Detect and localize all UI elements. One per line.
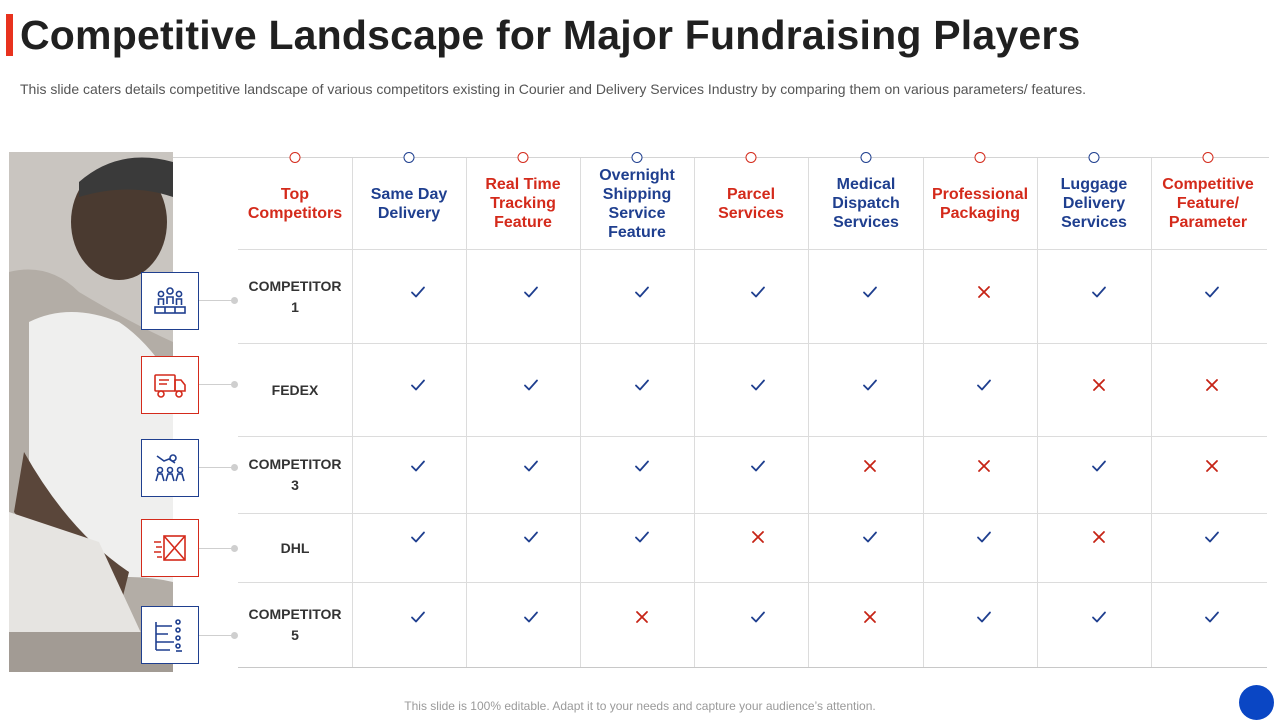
row-connector: [199, 545, 238, 552]
header-dot: [289, 152, 301, 163]
check-icon: [520, 281, 542, 303]
check-icon: [407, 526, 429, 548]
column-header-luggage-delivery: Luggage Delivery Services: [1060, 176, 1128, 231]
row-divider: [238, 343, 1267, 344]
people-podium-icon: [141, 272, 199, 330]
corner-decoration: [1239, 685, 1274, 720]
slide-footer: This slide is 100% editable. Adapt it to…: [404, 699, 876, 713]
check-icon: [747, 606, 769, 628]
column-divider: [808, 158, 809, 668]
slide-title: Competitive Landscape for Major Fundrais…: [20, 12, 1081, 58]
header-dot: [745, 152, 757, 163]
cross-icon: [631, 606, 653, 628]
cross-icon: [1088, 526, 1110, 548]
row-divider: [238, 249, 1267, 250]
column-divider: [694, 158, 695, 668]
check-icon: [973, 606, 995, 628]
check-icon: [747, 455, 769, 477]
fast-parcel-icon: [141, 519, 199, 577]
header-dot: [517, 152, 529, 163]
row-divider: [238, 436, 1267, 437]
competitor-name: FEDEX: [271, 381, 319, 398]
competitor-name: COMPETITOR 5: [248, 606, 342, 643]
comparison-table: Top Competitors Same Day Delivery Real T…: [238, 152, 1267, 668]
cross-icon: [859, 606, 881, 628]
check-icon: [1088, 281, 1110, 303]
check-icon: [407, 455, 429, 477]
check-icon: [407, 606, 429, 628]
delivery-truck-icon: [141, 356, 199, 414]
check-icon: [747, 281, 769, 303]
cross-icon: [859, 455, 881, 477]
header-top-line: [173, 157, 1269, 158]
column-divider: [352, 158, 353, 668]
check-icon: [631, 455, 653, 477]
check-icon: [520, 455, 542, 477]
header-dot: [974, 152, 986, 163]
header-dot: [1202, 152, 1214, 163]
header-dot: [631, 152, 643, 163]
cross-icon: [1088, 374, 1110, 396]
row-connector: [199, 297, 238, 304]
competitor-name: DHL: [280, 539, 310, 556]
cross-icon: [973, 455, 995, 477]
column-header-top-competitors: Top Competitors: [247, 185, 343, 222]
column-header-parcel-services: Parcel Services: [718, 185, 784, 222]
check-icon: [407, 374, 429, 396]
check-icon: [631, 526, 653, 548]
row-connector: [199, 381, 238, 388]
check-icon: [1088, 606, 1110, 628]
column-divider: [1037, 158, 1038, 668]
team-handshake-icon: [141, 439, 199, 497]
column-header-professional-packaging: Professional Packaging: [931, 185, 1029, 222]
check-icon: [520, 526, 542, 548]
check-icon: [1201, 526, 1223, 548]
check-icon: [520, 606, 542, 628]
column-divider: [466, 158, 467, 668]
check-icon: [859, 374, 881, 396]
check-icon: [520, 374, 542, 396]
cross-icon: [747, 526, 769, 548]
header-dot: [860, 152, 872, 163]
row-divider: [238, 513, 1267, 514]
row-connector: [199, 464, 238, 471]
check-icon: [407, 281, 429, 303]
check-icon: [631, 374, 653, 396]
row-divider: [238, 667, 1267, 668]
cross-icon: [1201, 374, 1223, 396]
column-divider: [580, 158, 581, 668]
competitor-name: COMPETITOR 3: [248, 456, 342, 493]
check-icon: [859, 281, 881, 303]
check-icon: [747, 374, 769, 396]
header-dot: [403, 152, 415, 163]
title-accent-bar: [6, 14, 13, 56]
column-divider: [1151, 158, 1152, 668]
check-icon: [1201, 606, 1223, 628]
row-connector: [199, 632, 238, 639]
check-icon: [631, 281, 653, 303]
check-icon: [1201, 281, 1223, 303]
column-header-medical-dispatch: Medical Dispatch Services: [832, 176, 900, 231]
check-icon: [973, 526, 995, 548]
check-icon: [859, 526, 881, 548]
slide-subtitle: This slide caters details competitive la…: [20, 81, 1087, 97]
column-header-competitive-feature: Competitive Feature/ Parameter: [1162, 176, 1254, 231]
column-header-real-time-tracking: Real Time Tracking Feature: [485, 176, 561, 231]
cross-icon: [1201, 455, 1223, 477]
column-header-same-day-delivery: Same Day Delivery: [370, 185, 448, 222]
check-icon: [973, 374, 995, 396]
hierarchy-bars-icon: [141, 606, 199, 664]
cross-icon: [973, 281, 995, 303]
header-dot: [1088, 152, 1100, 163]
column-divider: [923, 158, 924, 668]
row-divider: [238, 582, 1267, 583]
column-header-overnight-shipping: Overnight Shipping Service Feature: [599, 166, 675, 241]
competitor-name: COMPETITOR 1: [248, 277, 342, 315]
check-icon: [1088, 455, 1110, 477]
